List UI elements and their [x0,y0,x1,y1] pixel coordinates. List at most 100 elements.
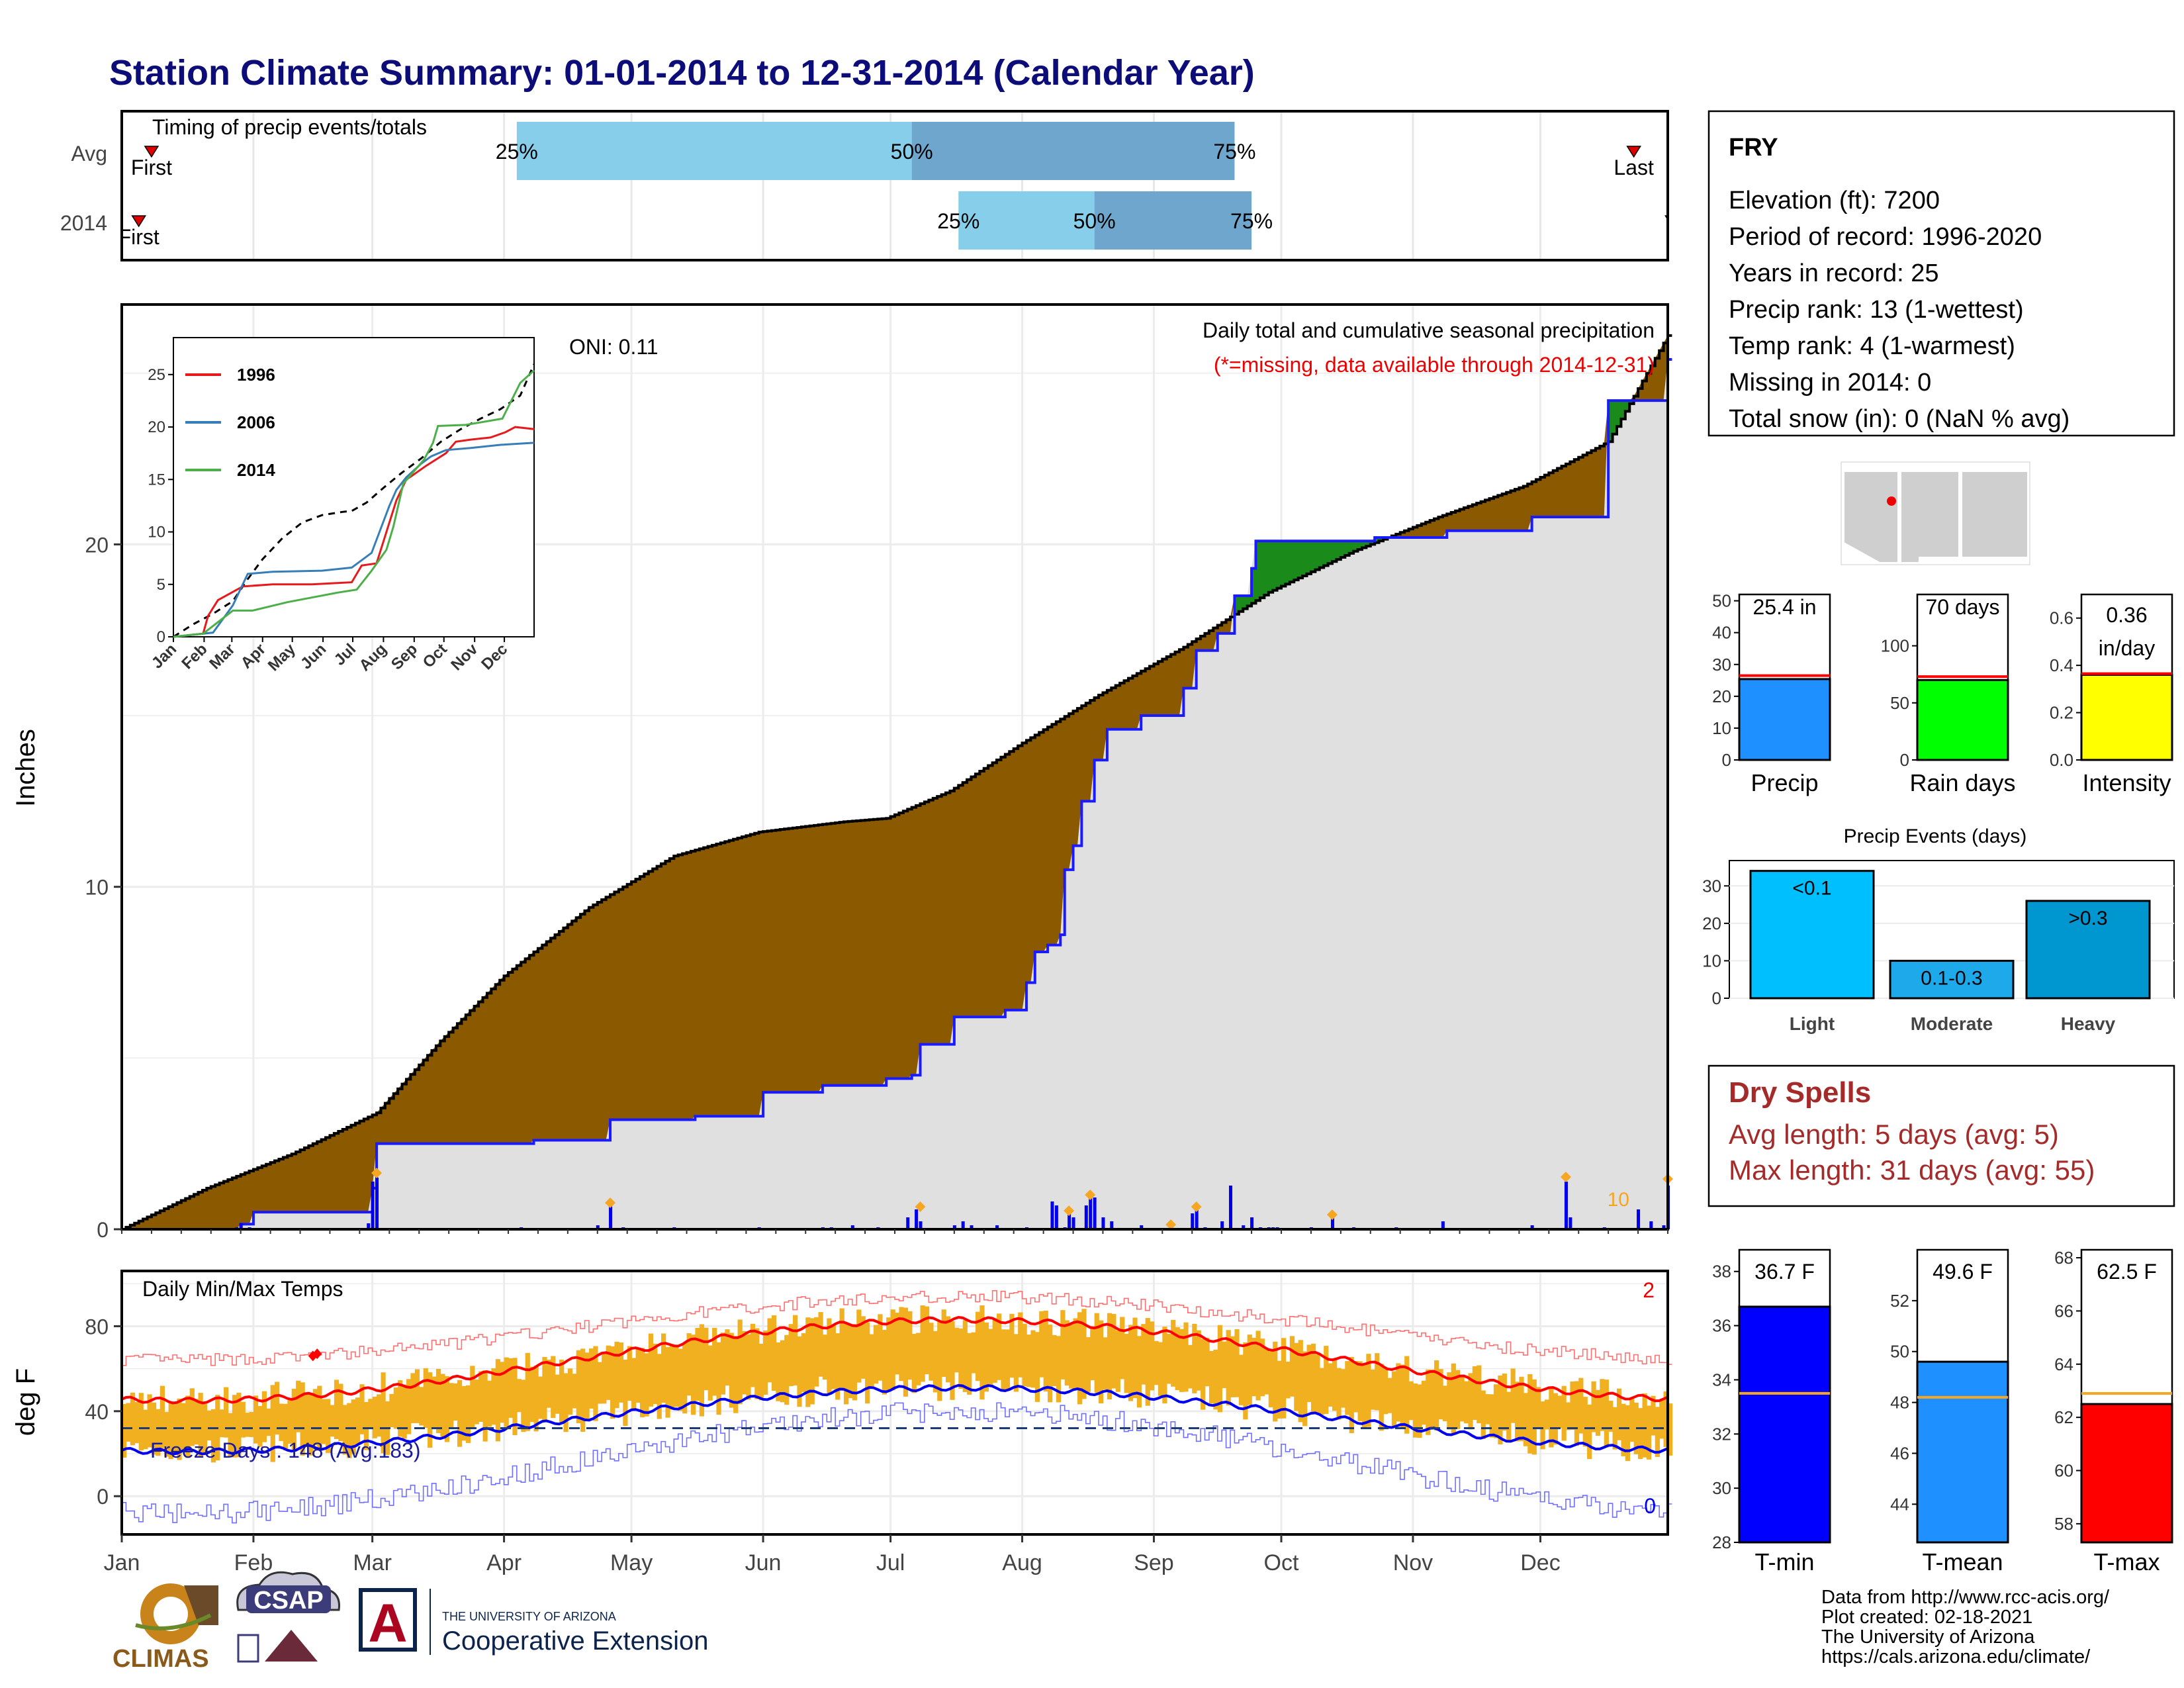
temp-daily-range-bar [1357,1361,1363,1421]
csap-logo-text: CSAP [253,1587,324,1615]
temp-daily-range-bar [1604,1380,1609,1448]
precip-event-marker [605,1197,616,1208]
temp-daily-range-bar [1103,1337,1108,1390]
temp-daily-range-bar [232,1395,238,1458]
temp-daily-range-bar [576,1350,581,1423]
temp-daily-range-bar [1349,1356,1354,1433]
temp-daily-range-bar [1124,1333,1129,1393]
temp-daily-range-bar [1043,1310,1048,1392]
temp-record-marker [308,1350,318,1362]
temp-daily-range-bar [937,1321,942,1401]
temp-daily-range-bar [338,1383,343,1442]
temp-daily-range-bar [1162,1327,1167,1404]
temp-daily-range-bar [690,1335,696,1415]
precip-ytick-label: 10 [85,876,109,900]
temp-daily-range-bar [1540,1401,1545,1450]
temp-daily-range-bar [1187,1344,1193,1389]
precip-event-marker [1085,1190,1096,1200]
temp-daily-range-bar [797,1336,802,1407]
temp-daily-range-bar [1523,1393,1529,1446]
temp-daily-range-bar [1531,1379,1537,1455]
temp-daily-range-bar [869,1334,874,1388]
summary-bar-tick-label: 0.0 [2050,750,2073,770]
temp-daily-range-bar [648,1333,653,1407]
temp-daily-range-bar [537,1376,543,1419]
temp-daily-range-bar [449,1383,454,1429]
temp-bar-label: T-max [2093,1548,2160,1575]
temp-daily-range-bar [1642,1393,1647,1458]
precip-daily-bar [1110,1221,1114,1229]
temp-daily-range-bar [1201,1338,1206,1410]
temp-daily-range-bar [321,1399,326,1444]
temp-bar-t-mean [1916,1360,2009,1544]
precip-daily-bar [906,1217,910,1229]
temp-daily-range-bar [1039,1311,1044,1378]
temp-daily-range-bar [465,1385,471,1443]
temp-daily-range-bar [682,1343,688,1414]
temp-daily-range-bar [1158,1342,1163,1396]
temp-daily-range-bar [1353,1360,1359,1413]
temp-daily-range-bar [1154,1340,1159,1385]
temp-daily-range-bar [1502,1373,1507,1431]
temp-daily-range-bar [1030,1330,1036,1388]
precip-daily-bar [1089,1197,1093,1229]
temp-daily-range-bar [126,1403,131,1442]
precip-daily-bar [1569,1217,1572,1229]
temp-daily-range-bar [801,1333,807,1392]
temp-daily-range-bar [1514,1382,1520,1442]
temp-daily-range-bar [1375,1353,1380,1411]
temp-ytick-label: 40 [85,1400,109,1424]
temp-daily-range-bar [291,1388,296,1450]
temp-daily-range-bar [572,1374,577,1409]
precip-ylabel: Inches [11,729,40,807]
precip-daily-bar [1084,1205,1088,1229]
temp-daily-range-bar [733,1336,739,1413]
temp-daily-range-bar [1472,1366,1478,1421]
summary-bar-tick-label: 0.6 [2050,608,2073,628]
precip-daily-bar [919,1221,923,1229]
temp-daily-range-bar [355,1397,361,1444]
month-tick-label: Mar [353,1550,392,1575]
temp-daily-range-bar [860,1316,866,1379]
temp-daily-range-bar [843,1322,849,1405]
temp-daily-range-bar [1366,1354,1371,1427]
temp-daily-range-bar [895,1312,900,1375]
temp-daily-range-bar [1391,1371,1397,1427]
precip-deficit-area [122,335,1668,1230]
timing-bar-q2 [911,122,1235,180]
temp-daily-range-bar [419,1387,424,1426]
precip-events-bar-light [1749,870,1875,1000]
temp-daily-range-bar [865,1322,870,1404]
station-info-line: Elevation (ft): 7200 [1729,187,1940,214]
temp-daily-range-bar [776,1342,781,1401]
temp-daily-range-bar [665,1346,670,1418]
temp-daily-range-bar [330,1405,335,1437]
timing-label-50: 50% [891,140,933,164]
precip-count-label: 10 [1608,1189,1629,1211]
temp-daily-range-bar [971,1332,976,1374]
temp-daily-range-bar [618,1342,624,1403]
precip-events-category-label: Heavy [2061,1013,2116,1034]
temp-daily-range-bar [1595,1389,1601,1436]
temp-daily-range-bar [686,1333,692,1396]
precip-event-marker [1191,1201,1202,1212]
inset-ytick-label: 25 [148,366,165,384]
temp-bar-tick-label: 34 [1712,1370,1731,1389]
temp-daily-range-bar [529,1366,535,1423]
precip-daily-bar [1195,1209,1199,1229]
temp-daily-range-bar [1651,1395,1656,1436]
temp-daily-range-bar [1549,1389,1554,1448]
summary-bar-tick-label: 50 [1712,591,1731,611]
temp-daily-range-bar [784,1335,790,1405]
month-tick-label: Feb [234,1550,273,1575]
temp-daily-range-bar [1085,1336,1091,1392]
temp-daily-range-bar [1629,1399,1635,1442]
month-tick-label: Apr [486,1550,522,1575]
precip-daily-bar [995,1225,999,1229]
temp-daily-range-bar [707,1345,713,1401]
temp-daily-range-bar [1081,1309,1087,1399]
temp-daily-range-bar [1175,1327,1180,1391]
temp-daily-range-bar [1111,1313,1116,1389]
temp-daily-range-bar [474,1379,479,1425]
